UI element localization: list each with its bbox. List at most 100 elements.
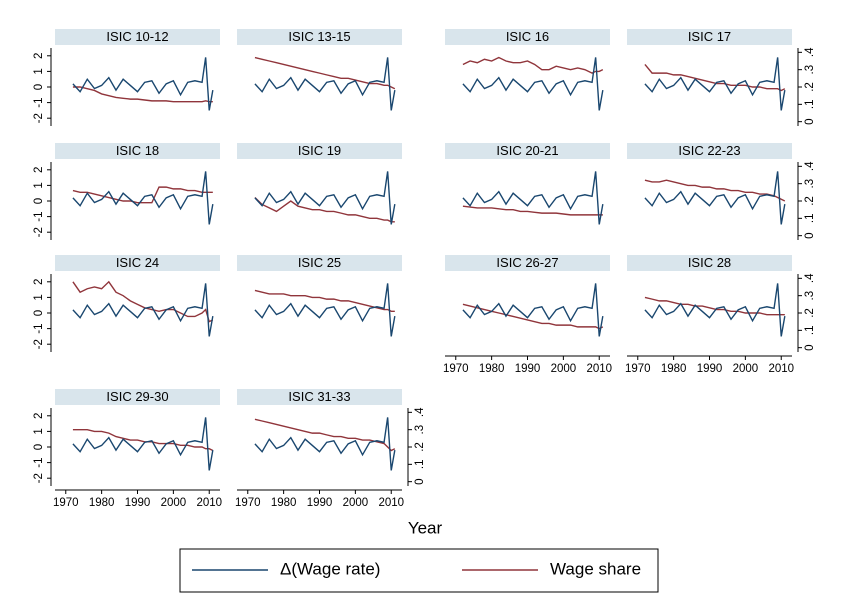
y2-tick-label: 0: [804, 118, 816, 124]
x-tick-label: 2000: [161, 497, 187, 509]
panel-title: ISIC 31-33: [288, 389, 350, 404]
y2-tick-label: .2: [414, 442, 426, 452]
y-tick-label: -1: [33, 323, 45, 333]
x-tick-label: 2000: [343, 497, 369, 509]
panel-title: ISIC 16: [506, 29, 549, 44]
panel-title-bar: [445, 255, 610, 271]
wage-rate-line: [72, 57, 214, 111]
x-tick-label: 2010: [378, 497, 404, 509]
y2-tick-label: .4: [804, 273, 816, 283]
x-tick-label: 1990: [307, 497, 333, 509]
panel-title: ISIC 24: [116, 255, 159, 270]
x-tick-label: 1980: [89, 497, 115, 509]
panel-title: ISIC 17: [688, 29, 731, 44]
y-tick-label: 0: [33, 198, 45, 204]
x-tick-label: 1990: [697, 363, 723, 375]
panel-title-bar: [55, 29, 220, 45]
wage-rate-line: [254, 57, 396, 111]
panel-title-bar: [55, 255, 220, 271]
panel-title-bar: [445, 143, 610, 159]
y-tick-label: -2: [33, 339, 45, 349]
y2-tick-label: .4: [804, 161, 816, 171]
panel-title: ISIC 25: [298, 255, 341, 270]
y-tick-label: -2: [33, 113, 45, 123]
wage-rate-line: [72, 417, 214, 471]
x-tick-label: 2000: [733, 363, 759, 375]
panel-title-bar: [627, 143, 792, 159]
wage-rate-line: [462, 171, 604, 225]
legend-label: Wage share: [550, 559, 641, 578]
wage-share-line: [72, 280, 214, 323]
panel-title-bar: [237, 389, 402, 405]
wage-share-line: [644, 296, 785, 316]
wage-rate-line: [254, 171, 396, 225]
y2-tick-label: .1: [804, 326, 816, 336]
wage-rate-line: [644, 171, 786, 225]
y-tick-label: 2: [33, 413, 45, 419]
wage-rate-line: [644, 283, 786, 337]
y2-tick-label: .3: [804, 65, 816, 75]
y2-tick-label: .2: [804, 82, 816, 92]
x-axis-label: Year: [408, 518, 443, 537]
panel-title: ISIC 22-23: [678, 143, 740, 158]
y2-tick-label: 0: [804, 232, 816, 238]
x-tick-label: 1970: [443, 363, 469, 375]
y-tick-label: -2: [33, 227, 45, 237]
x-tick-label: 2000: [551, 363, 577, 375]
y-tick-label: 2: [33, 167, 45, 173]
wage-rate-line: [644, 57, 786, 111]
y2-tick-label: .3: [804, 291, 816, 301]
panel-title-bar: [445, 29, 610, 45]
y2-tick-label: .2: [804, 308, 816, 318]
y-tick-label: 0: [33, 310, 45, 316]
y2-tick-label: .4: [414, 407, 426, 417]
wage-rate-line: [72, 171, 214, 225]
y2-tick-label: .3: [804, 179, 816, 189]
x-tick-label: 2010: [196, 497, 222, 509]
y2-tick-label: .1: [414, 460, 426, 470]
y-tick-label: -1: [33, 97, 45, 107]
panel-title-bar: [237, 29, 402, 45]
wage-rate-line: [254, 417, 396, 471]
panel-title: ISIC 29-30: [106, 389, 168, 404]
y2-tick-label: .1: [804, 214, 816, 224]
wage-share-line: [72, 186, 213, 204]
panel-title-bar: [627, 255, 792, 271]
wage-rate-line: [254, 283, 396, 337]
panel-title-bar: [237, 255, 402, 271]
x-tick-label: 1970: [235, 497, 261, 509]
x-tick-label: 1980: [661, 363, 687, 375]
wage-share-line: [254, 56, 396, 90]
y-tick-label: 2: [33, 279, 45, 285]
panel-title: ISIC 13-15: [288, 29, 350, 44]
x-tick-label: 1970: [53, 497, 79, 509]
panel-title-bar: [55, 389, 220, 405]
x-tick-label: 1990: [515, 363, 541, 375]
y2-tick-label: .2: [804, 196, 816, 206]
y-tick-label: 2: [33, 53, 45, 59]
wage-share-line: [462, 205, 603, 216]
panel-title: ISIC 26-27: [496, 255, 558, 270]
panel-title-bar: [627, 29, 792, 45]
legend-label: Δ(Wage rate): [280, 559, 380, 578]
y2-tick-label: .1: [804, 100, 816, 110]
wage-share-line: [644, 64, 786, 92]
x-tick-label: 1970: [625, 363, 651, 375]
y-tick-label: 1: [33, 68, 45, 74]
x-tick-label: 2010: [586, 363, 612, 375]
y2-tick-label: 0: [804, 344, 816, 350]
y-tick-label: 1: [33, 428, 45, 434]
wage-share-line: [462, 303, 604, 330]
panel-title: ISIC 20-21: [496, 143, 558, 158]
panel-title: ISIC 18: [116, 143, 159, 158]
wage-share-line: [254, 197, 395, 223]
wage-share-line: [254, 289, 395, 312]
x-tick-label: 1980: [271, 497, 297, 509]
y-tick-label: 0: [33, 84, 45, 90]
panel-title: ISIC 28: [688, 255, 731, 270]
wage-rate-line: [72, 283, 214, 337]
wage-share-line: [462, 56, 604, 74]
y-tick-label: 0: [33, 444, 45, 450]
y-tick-label: -1: [33, 457, 45, 467]
y-tick-label: -1: [33, 211, 45, 221]
